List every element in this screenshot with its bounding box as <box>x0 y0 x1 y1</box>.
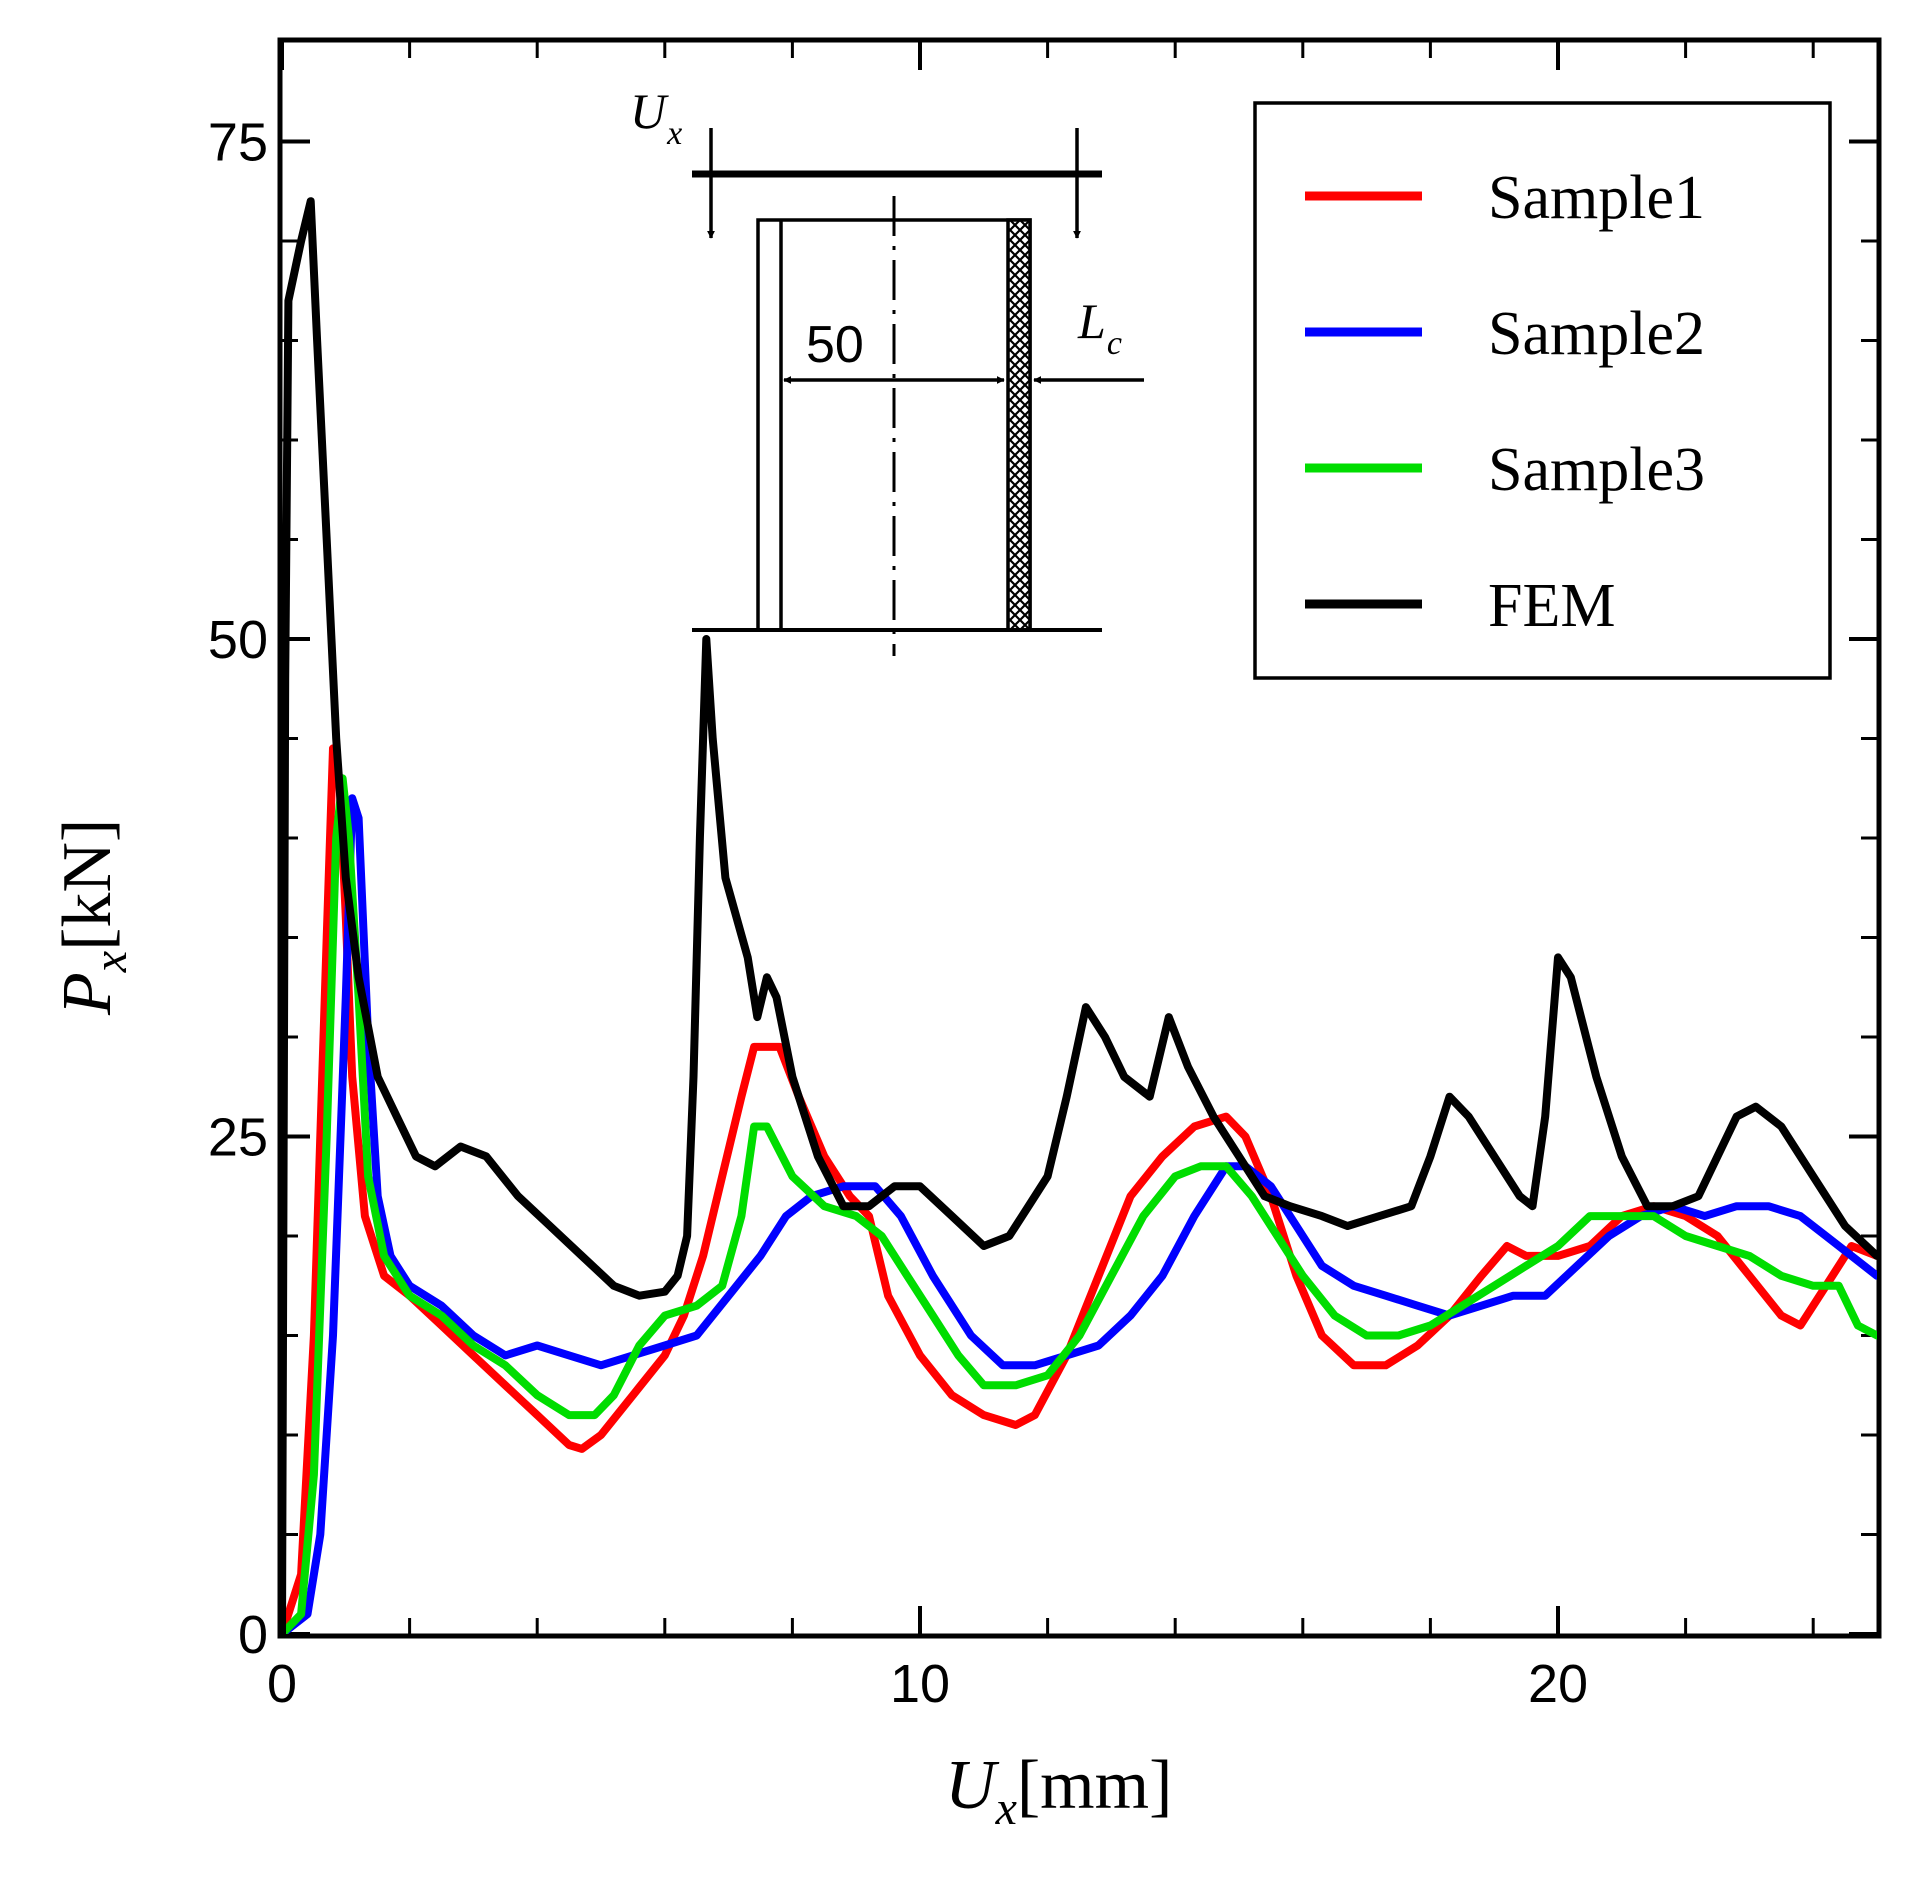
legend-label-sample1: Sample1 <box>1488 164 1705 232</box>
series-line-sample2 <box>282 794 1877 1634</box>
composite-layer <box>1006 218 1032 632</box>
inset-load-label: Ux <box>630 83 682 152</box>
y-tick-label: 75 <box>208 113 268 173</box>
series-lines <box>282 197 1877 1634</box>
x-axis-title: Ux[mm] <box>945 1747 1172 1835</box>
y-tick-label: 25 <box>208 1108 268 1168</box>
y-tick-label: 50 <box>208 610 268 670</box>
x-axis-ticks <box>280 42 1815 1634</box>
legend: Sample1 Sample2 Sample3 FEM <box>1253 101 1832 680</box>
y-axis-title: Px[kN] <box>49 819 137 1016</box>
y-axis-tick-labels: 0 25 50 75 <box>208 113 268 1666</box>
x-axis-tick-labels: 0 10 20 <box>267 1654 1588 1714</box>
series-line-sample3 <box>282 774 1877 1634</box>
inset-length-label: Lc <box>1077 293 1122 362</box>
x-tick-label: 0 <box>267 1654 297 1714</box>
inset-dimension-label: 50 <box>806 316 864 374</box>
legend-label-fem: FEM <box>1488 572 1615 640</box>
plot-area <box>277 37 1882 1639</box>
y-tick-label: 0 <box>238 1605 268 1665</box>
legend-label-sample3: Sample3 <box>1488 436 1705 504</box>
x-tick-label: 20 <box>1528 1654 1588 1714</box>
series-line-sample1 <box>282 744 1877 1634</box>
series-line-fem <box>282 197 1877 1634</box>
x-tick-label: 10 <box>890 1654 950 1714</box>
legend-label-sample2: Sample2 <box>1488 300 1705 368</box>
inset-schematic: Ux 50 Lc <box>630 83 1144 656</box>
